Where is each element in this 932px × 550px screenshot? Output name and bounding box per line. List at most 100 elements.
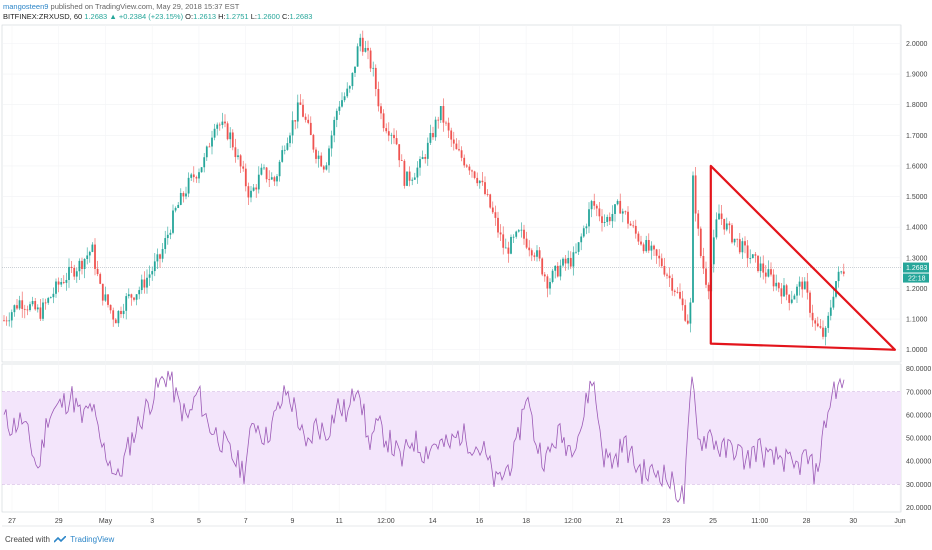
candle-body bbox=[658, 255, 661, 259]
candle-body bbox=[715, 219, 718, 238]
candle-body bbox=[437, 119, 440, 121]
candle-body bbox=[94, 244, 96, 269]
close-label: C: bbox=[282, 12, 290, 21]
candle-body bbox=[733, 238, 736, 243]
candle-body bbox=[541, 258, 544, 275]
candle-body bbox=[52, 293, 55, 298]
candle-body bbox=[751, 254, 754, 259]
candle-body bbox=[702, 256, 705, 269]
candle-body bbox=[450, 130, 453, 140]
candle-body bbox=[458, 149, 460, 151]
candle-body bbox=[564, 258, 567, 264]
candle-body bbox=[31, 301, 34, 305]
candle-body bbox=[666, 274, 668, 276]
candle-body bbox=[364, 47, 367, 52]
countdown-tag-text: 22:18 bbox=[908, 276, 926, 283]
candle-body bbox=[36, 307, 39, 310]
candle-body bbox=[515, 231, 518, 237]
candle-body bbox=[780, 288, 783, 297]
candle-body bbox=[34, 301, 37, 310]
candle-body bbox=[582, 228, 585, 237]
candle-body bbox=[468, 166, 471, 171]
candle-body bbox=[257, 174, 260, 190]
candle-body bbox=[660, 258, 663, 267]
candle-body bbox=[793, 295, 796, 300]
candle-body bbox=[697, 213, 700, 229]
x-tick-label: May bbox=[99, 518, 113, 525]
candle-body bbox=[315, 149, 317, 159]
candle-body bbox=[681, 298, 684, 306]
candle-body bbox=[393, 134, 395, 139]
candle-body bbox=[476, 177, 479, 184]
candle-body bbox=[460, 150, 463, 158]
x-tick-label: 28 bbox=[803, 518, 811, 525]
candle-body bbox=[127, 294, 130, 297]
candle-body bbox=[663, 266, 666, 275]
candle-body bbox=[822, 327, 824, 337]
candle-body bbox=[346, 88, 349, 97]
candle-body bbox=[611, 213, 614, 222]
candle-body bbox=[83, 258, 86, 269]
candle-body bbox=[749, 258, 752, 259]
candle-body bbox=[47, 298, 50, 303]
candle-body bbox=[138, 290, 141, 295]
candle-body bbox=[770, 269, 772, 275]
candle-body bbox=[73, 267, 76, 277]
candle-body bbox=[416, 167, 419, 178]
author-link[interactable]: mangosteen9 bbox=[3, 2, 49, 11]
candle-body bbox=[42, 302, 44, 319]
candle-body bbox=[190, 174, 193, 178]
candle-body bbox=[302, 104, 304, 117]
candle-body bbox=[283, 149, 286, 151]
tradingview-brand[interactable]: TradingView bbox=[70, 535, 115, 544]
candle-body bbox=[117, 310, 120, 324]
candle-body bbox=[725, 223, 728, 230]
candle-body bbox=[400, 160, 403, 162]
candle-body bbox=[252, 187, 255, 191]
candle-body bbox=[439, 106, 442, 121]
candle-body bbox=[655, 249, 658, 256]
candle-body bbox=[790, 299, 793, 303]
candle-body bbox=[185, 193, 187, 197]
candle-body bbox=[465, 165, 468, 167]
candle-body bbox=[684, 305, 687, 321]
candle-body bbox=[707, 284, 710, 292]
candle-body bbox=[62, 281, 65, 283]
candle-body bbox=[627, 211, 629, 224]
candle-body bbox=[390, 134, 393, 136]
candle-body bbox=[18, 300, 21, 309]
candle-body bbox=[3, 320, 5, 322]
candle-body bbox=[10, 312, 13, 321]
candle-body bbox=[842, 271, 845, 274]
candle-body bbox=[499, 232, 502, 235]
candle-body bbox=[764, 272, 767, 277]
triangle-annotation bbox=[709, 164, 897, 351]
candle-body bbox=[538, 250, 541, 259]
candle-body bbox=[796, 286, 798, 296]
created-with-text: Created with bbox=[5, 535, 50, 544]
candle-body bbox=[395, 138, 398, 145]
candle-body bbox=[759, 263, 762, 272]
x-tick-label: 30 bbox=[849, 518, 857, 525]
candle-body bbox=[671, 278, 674, 291]
candle-body bbox=[325, 165, 328, 170]
candle-body bbox=[203, 157, 206, 168]
price-tick-label: 1.0000 bbox=[906, 347, 928, 354]
candle-body bbox=[133, 297, 135, 300]
candle-body bbox=[304, 116, 307, 120]
candle-body bbox=[320, 155, 323, 167]
x-tick-label: 7 bbox=[244, 518, 248, 525]
candle-body bbox=[424, 157, 427, 159]
candle-body bbox=[442, 106, 445, 123]
candle-body bbox=[195, 177, 198, 179]
price-tick-label: 1.3000 bbox=[906, 255, 928, 262]
candle-body bbox=[590, 201, 593, 210]
candle-body bbox=[556, 265, 559, 277]
candle-body bbox=[286, 143, 289, 150]
candle-body bbox=[491, 207, 494, 213]
candle-body bbox=[647, 239, 650, 251]
candle-body bbox=[510, 236, 512, 254]
candle-body bbox=[572, 252, 575, 267]
candle-body bbox=[260, 167, 263, 175]
